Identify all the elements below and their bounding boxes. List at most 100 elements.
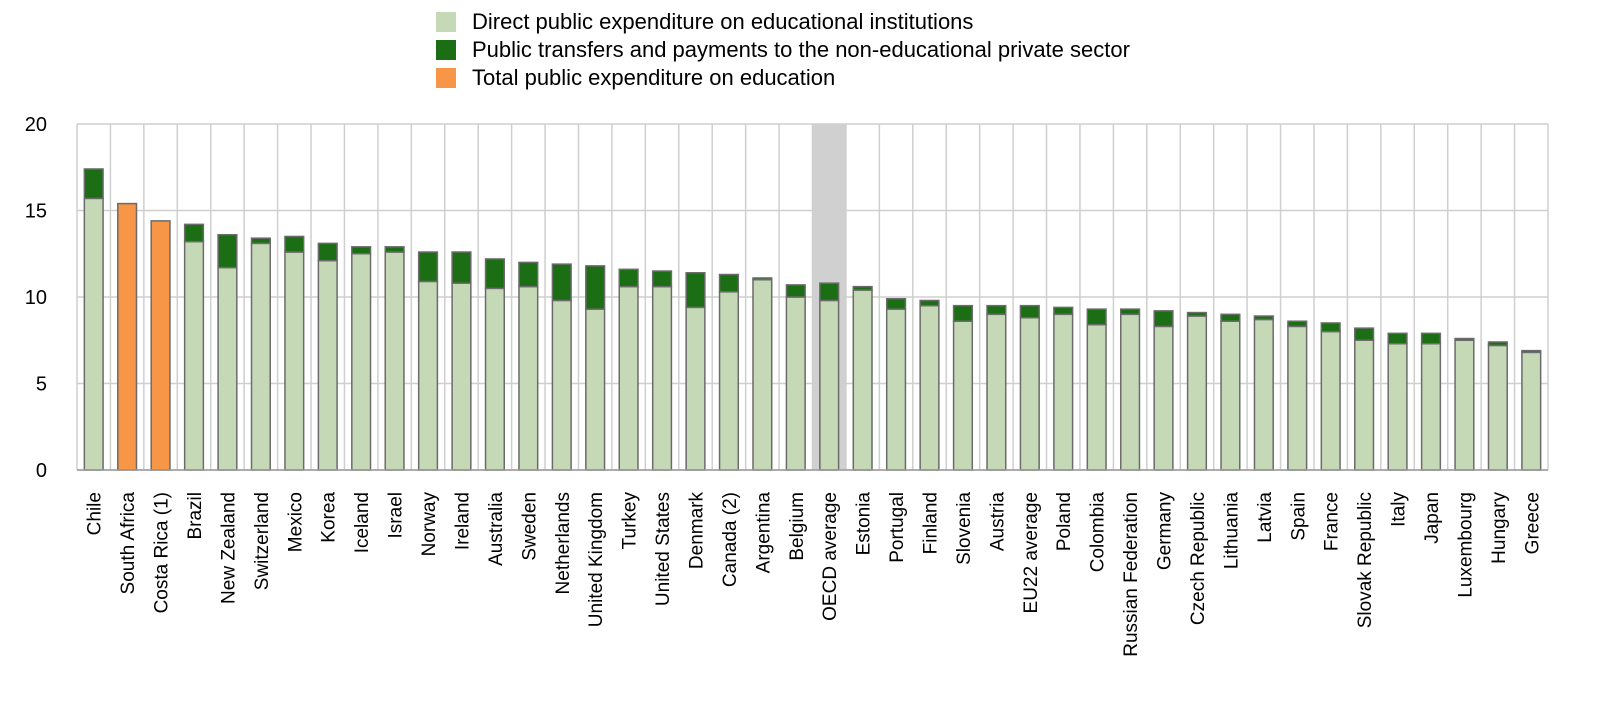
bar-segment — [451, 251, 472, 284]
bar-segment — [351, 246, 372, 255]
bar-segment — [484, 258, 506, 290]
x-tick-label: Japan — [1422, 492, 1443, 544]
bar-segment — [451, 282, 472, 471]
y-tick-label: 10 — [25, 287, 47, 309]
x-tick-label: Colombia — [1088, 492, 1109, 573]
bar-segment — [1253, 315, 1274, 321]
bar-segment — [752, 278, 773, 471]
x-tick-label: Belgium — [787, 492, 808, 561]
x-tick-label: Luxembourg — [1455, 492, 1476, 598]
bar-segment — [919, 299, 940, 307]
bar-segment — [1186, 311, 1208, 317]
x-tick-label: Hungary — [1489, 492, 1510, 564]
bar-segment — [217, 266, 238, 471]
legend-label-total: Total public expenditure on education — [472, 65, 836, 90]
bar-segment — [1220, 313, 1241, 322]
x-tick-label: Costa Rica (1) — [152, 492, 173, 613]
x-tick-label: Lithuania — [1221, 492, 1242, 570]
y-tick-label: 5 — [36, 374, 47, 396]
x-tick-label: Canada (2) — [720, 492, 741, 587]
bar-segment — [1019, 304, 1040, 319]
bar-segment — [1287, 325, 1308, 471]
bar-segment — [417, 280, 439, 471]
x-tick-label: Poland — [1054, 492, 1075, 551]
x-tick-label: Austria — [987, 492, 1008, 552]
legend-item-total: Total public expenditure on education — [436, 64, 1130, 92]
bar-segment — [685, 306, 706, 471]
bar-segment — [651, 270, 673, 288]
legend-label-direct: Direct public expenditure on educational… — [472, 9, 974, 34]
bar-segment — [1153, 310, 1174, 328]
bar-segment — [1053, 313, 1074, 471]
x-tick-label: Argentina — [753, 492, 774, 574]
bar-segment — [1420, 332, 1442, 345]
bar-segment — [351, 253, 372, 471]
bar-segment — [952, 320, 974, 471]
bar-segment — [1487, 344, 1508, 471]
bar-segment — [919, 304, 940, 471]
x-tick-label: Finland — [921, 492, 942, 554]
x-tick-label: Russian Federation — [1121, 492, 1142, 657]
bar-segment — [585, 308, 606, 471]
bar-segment — [1487, 341, 1508, 347]
x-tick-label: Germany — [1155, 492, 1176, 571]
bar-segment — [785, 284, 806, 298]
bar-segment — [284, 235, 305, 253]
bar-segment — [852, 285, 873, 291]
bar-segment — [1153, 325, 1174, 471]
bar-segment — [819, 282, 840, 302]
legend: Direct public expenditure on educational… — [436, 8, 1130, 92]
bar-segment — [284, 251, 305, 471]
x-tick-label: Sweden — [519, 492, 540, 561]
bar-segment — [1320, 322, 1341, 333]
bar-segment — [618, 285, 639, 471]
bar-segment — [1354, 339, 1375, 471]
x-tick-label: South Africa — [118, 492, 139, 595]
bar-segment — [718, 273, 740, 293]
bar-segment — [1086, 323, 1107, 471]
x-tick-label: Greece — [1522, 492, 1543, 554]
bar-segment — [384, 246, 405, 253]
bar-segment — [551, 263, 572, 302]
x-tick-label: Slovenia — [954, 492, 975, 565]
x-tick-label: Turkey — [620, 492, 641, 550]
bar-segment — [1220, 320, 1241, 471]
legend-item-transfers: Public transfers and payments to the non… — [436, 36, 1130, 64]
bar-segment — [317, 259, 338, 471]
bar-segment — [1253, 318, 1274, 471]
legend-label-transfers: Public transfers and payments to the non… — [472, 37, 1130, 62]
x-tick-label: Chile — [85, 492, 106, 535]
bar-segment — [183, 240, 205, 471]
x-tick-label: France — [1322, 492, 1343, 551]
bar-segment — [1186, 315, 1208, 471]
bar-segment — [1086, 308, 1107, 326]
bar-segment — [819, 299, 840, 471]
bar-segment — [1053, 306, 1074, 316]
legend-swatch-direct — [436, 12, 456, 32]
bar-segment — [83, 197, 104, 471]
bar-segment — [752, 277, 773, 281]
bar-segment — [217, 233, 238, 269]
x-tick-label: Mexico — [285, 492, 306, 552]
bar-segment — [1454, 339, 1475, 471]
x-tick-label: OECD average — [820, 492, 841, 621]
bar-segment — [1521, 351, 1542, 471]
bar-segment — [885, 308, 907, 471]
bar-segment — [852, 289, 873, 471]
x-tick-label: Switzerland — [252, 492, 273, 590]
bar-segment — [1119, 313, 1141, 471]
x-tick-label: Brazil — [185, 492, 206, 540]
bar-segment — [1454, 337, 1475, 341]
x-tick-label: Australia — [486, 492, 507, 566]
y-tick-label: 0 — [36, 460, 47, 482]
bar-segment — [518, 285, 539, 471]
x-tick-label: Portugal — [887, 492, 908, 563]
bar-segment — [417, 251, 439, 283]
bar-segment — [986, 313, 1007, 471]
bar-segment — [785, 296, 806, 471]
x-tick-label: Israel — [386, 492, 407, 538]
x-tick-label: Spain — [1288, 492, 1309, 541]
y-tick-label: 15 — [25, 201, 47, 223]
bar-segment — [651, 285, 673, 471]
